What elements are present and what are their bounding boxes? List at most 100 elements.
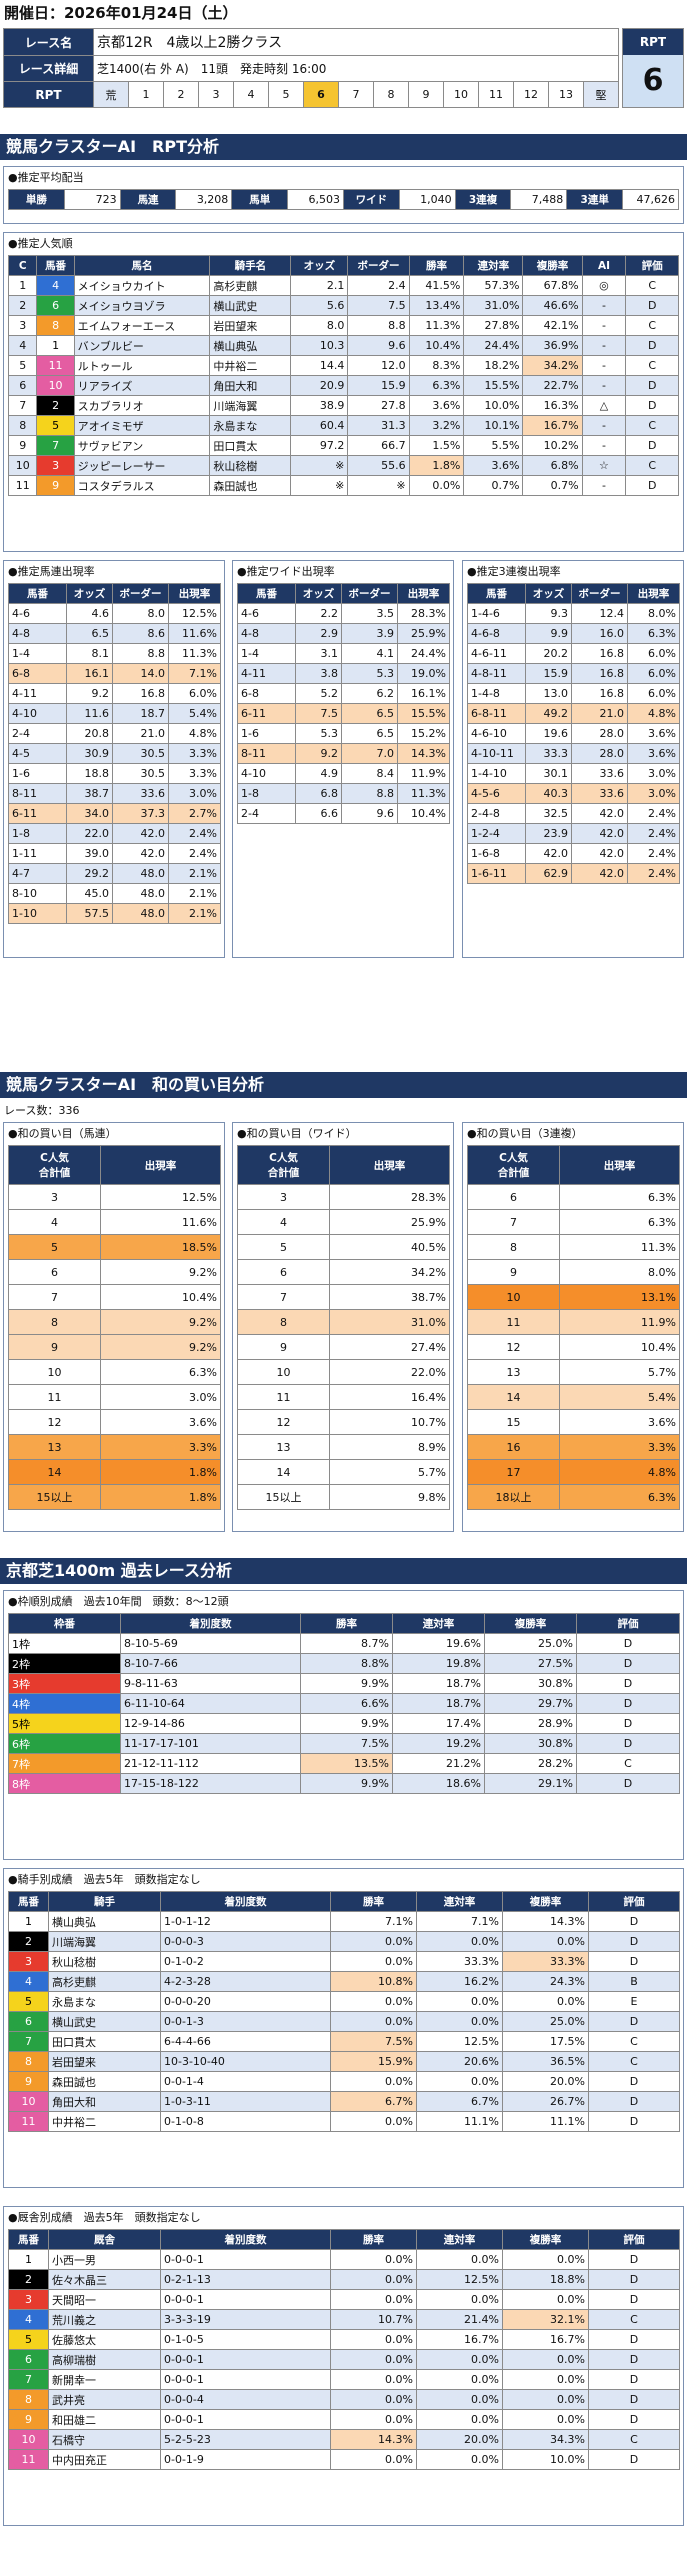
horse-number: 6 (8, 2011, 49, 2032)
sanrenpuku-cell: 1-2-4 (467, 823, 526, 844)
popular-cell: メイショウカイト (73, 275, 211, 296)
wide-cell: 11.3% (397, 783, 450, 804)
table-row: 1-4-6 9.3 12.4 8.0% (467, 603, 680, 624)
wa_sanren-cell: 6.3% (559, 1209, 680, 1235)
umaren-cell: 6-8 (8, 663, 67, 684)
trainer-cell: 天間昭一 (48, 2289, 161, 2310)
popular-cell: 10.2% (522, 435, 583, 456)
popular-cell: 15.5% (463, 375, 524, 396)
table-row: 4-5 30.9 30.5 3.3% (8, 743, 221, 764)
table-row: 9 7 サヴァビアン 田口貫太 97.2 66.7 1.5% 5.5% 10.2% - D (7, 435, 679, 456)
wide-cell: 6-11 (237, 703, 296, 724)
sanrenpuku-header: 馬番 (467, 583, 526, 604)
waku-cell: D (576, 1673, 680, 1694)
table-row: 12 10.4% (467, 1334, 680, 1360)
table-row: 4-10 11.6 18.7 5.4% (8, 703, 221, 724)
popular-cell: D (625, 435, 679, 456)
popular-cell: 永島まな (209, 415, 292, 436)
umaren-cell: 16.8 (112, 683, 169, 704)
wa_wide-cell: 6 (237, 1259, 330, 1285)
rpt-scale-number: 12 (513, 81, 549, 108)
jockey-cell: 0.0% (330, 2011, 417, 2032)
jockey-title: ●騎手別成績 過去5年 頭数指定なし (8, 1873, 201, 1886)
umaren-cell: 34.0 (66, 803, 113, 824)
trainer-cell: 0.0% (416, 2409, 503, 2430)
horse-number: 1 (36, 335, 75, 356)
wide-cell: 5.2 (295, 683, 342, 704)
trainer-cell: 21.4% (416, 2309, 503, 2330)
jockey-cell: 26.7% (502, 2091, 589, 2112)
wa_wide-cell: 4 (237, 1209, 330, 1235)
wa_wide-header: C人気 合計値 (237, 1145, 330, 1185)
wa_wide-cell: 34.2% (329, 1259, 450, 1285)
jockey-cell: 14.3% (502, 1911, 589, 1932)
waku-label: 1枠 (8, 1633, 121, 1654)
umaren-cell: 8-10 (8, 883, 67, 904)
wa_umaren-header: 出現率 (100, 1145, 221, 1185)
jockey-cell: 岩田望来 (48, 2051, 161, 2072)
payout-label: 馬単 (231, 189, 289, 210)
trainer-header: 厩舎 (48, 2229, 161, 2250)
trainer-cell: D (588, 2349, 680, 2370)
popular-cell: - (581, 475, 627, 496)
rpt-label: RPT (3, 81, 94, 108)
table-row: 5 11 ルトゥール 中井裕二 14.4 12.0 8.3% 18.2% 34.2% - C (7, 355, 679, 376)
waku-header: 複勝率 (484, 1613, 577, 1634)
wide-cell: 11.9% (397, 763, 450, 784)
table-row: 4 高杉吏麒 4-2-3-28 10.8% 16.2% 24.3% B (8, 1971, 680, 1992)
popular-cell: C (625, 355, 679, 376)
sanrenpuku-cell: 28.0 (571, 743, 628, 764)
table-row: 4-6 4.6 8.0 12.5% (8, 603, 221, 624)
popular-cell: 12.0 (347, 355, 410, 376)
table-row: 3 秋山稔樹 0-1-0-2 0.0% 33.3% 33.3% D (8, 1951, 680, 1972)
sanrenpuku-cell: 4-8-11 (467, 663, 526, 684)
waku-cell: 18.7% (392, 1693, 485, 1714)
table-row: 5 18.5% (8, 1234, 221, 1260)
sanrenpuku-cell: 1-4-10 (467, 763, 526, 784)
popular-cell: D (625, 335, 679, 356)
trainer-cell: 20.0% (416, 2429, 503, 2450)
waku-cell: 29.1% (484, 1773, 577, 1794)
table-row: 8-10 45.0 48.0 2.1% (8, 883, 221, 904)
jockey-header: 連対率 (416, 1891, 503, 1912)
umaren-cell: 30.9 (66, 743, 113, 764)
waku-cell: 8.7% (300, 1633, 393, 1654)
trainer-cell: 0-0-0-1 (160, 2289, 331, 2310)
trainer-cell: 0.0% (502, 2409, 589, 2430)
sanrenpuku-cell: 2.4% (627, 843, 680, 864)
umaren-cell: 6-11 (8, 803, 67, 824)
umaren-cell: 22.0 (66, 823, 113, 844)
wa_umaren-cell: 14 (8, 1459, 101, 1485)
wa_sanren-cell: 6.3% (559, 1184, 680, 1210)
table-row: 6 横山武史 0-0-1-3 0.0% 0.0% 25.0% D (8, 2011, 680, 2032)
rpt-scale-number: 9 (408, 81, 444, 108)
table-row: 1-10 57.5 48.0 2.1% (8, 903, 221, 924)
umaren-box: ●推定馬連出現率 馬番 オッズ ボーダー 出現率 4-6 4.6 8.0 12.5% 4-8 6.… (3, 560, 225, 958)
wa_sanren-cell: 18以上 (467, 1484, 560, 1510)
popular-cell: 6 (7, 375, 38, 396)
popular-cell: 1.5% (408, 435, 465, 456)
wide-cell: 4.1 (341, 643, 398, 664)
jockey-cell: 6.7% (416, 2091, 503, 2112)
umaren-cell: 16.1 (66, 663, 113, 684)
jockey-cell: 0.0% (330, 1951, 417, 1972)
race-detail: 芝1400(右 外 A) 11頭 発走時刻 16:00 (93, 55, 619, 82)
payout-label: 3連単 (566, 189, 624, 210)
popular-cell: 13.4% (408, 295, 465, 316)
table-row: 10 22.0% (237, 1359, 450, 1385)
rpt-scale-number: 5 (268, 81, 304, 108)
wa_wide-cell: 10 (237, 1359, 330, 1385)
wa_sanren-cell: 12 (467, 1334, 560, 1360)
jockey-cell: 1-0-1-12 (160, 1911, 331, 1932)
popular-cell: 31.0% (463, 295, 524, 316)
jockey-cell: 12.5% (416, 2031, 503, 2052)
table-row: 1 小西一男 0-0-0-1 0.0% 0.0% 0.0% D (8, 2249, 680, 2270)
umaren-cell: 18.7 (112, 703, 169, 724)
sanrenpuku-cell: 4.8% (627, 703, 680, 724)
sanrenpuku-cell: 42.0 (525, 843, 572, 864)
jockey-cell: 25.0% (502, 2011, 589, 2032)
umaren-cell: 57.5 (66, 903, 113, 924)
table-row: 2-4 6.6 9.6 10.4% (237, 803, 450, 824)
table-row: 8枠 17-15-18-122 9.9% 18.6% 29.1% D (8, 1773, 680, 1794)
table-row: 8-11 38.7 33.6 3.0% (8, 783, 221, 804)
